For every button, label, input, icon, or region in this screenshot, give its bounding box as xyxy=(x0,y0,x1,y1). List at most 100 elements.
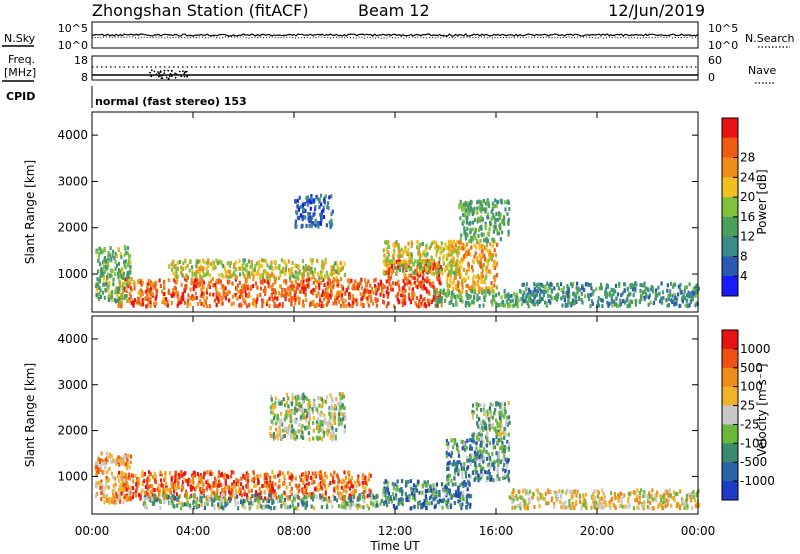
range-gate-cell xyxy=(511,500,514,505)
range-gate-cell xyxy=(232,470,235,475)
range-gate-cell xyxy=(219,279,223,284)
range-gate-cell xyxy=(429,262,432,267)
range-gate-cell xyxy=(301,203,304,208)
range-gate-cell xyxy=(330,272,334,277)
range-gate-cell xyxy=(339,289,343,294)
range-gate-cell xyxy=(172,264,176,269)
range-gate-cell xyxy=(576,281,579,286)
range-gate-cell xyxy=(503,454,506,458)
range-gate-cell xyxy=(455,442,459,447)
range-gate-cell xyxy=(671,300,674,304)
range-gate-cell xyxy=(190,487,193,492)
range-gate-cell xyxy=(629,303,632,308)
range-gate-cell xyxy=(448,488,451,493)
range-gate-cell xyxy=(497,452,500,457)
range-gate-cell xyxy=(121,461,124,466)
range-gate-cell xyxy=(292,428,295,433)
range-gate-cell xyxy=(449,503,452,508)
range-gate-cell xyxy=(433,262,436,267)
range-gate-cell xyxy=(145,505,149,510)
range-gate-cell xyxy=(101,290,104,295)
range-gate-cell xyxy=(456,240,459,245)
range-gate-cell xyxy=(275,304,278,309)
range-gate-cell xyxy=(487,469,491,474)
range-gate-cell xyxy=(181,503,184,507)
range-gate-cell xyxy=(679,489,682,494)
range-gate-cell xyxy=(671,496,674,501)
range-gate-cell xyxy=(377,282,380,287)
range-gate-cell xyxy=(381,289,384,294)
range-gate-cell xyxy=(201,279,204,284)
range-gate-cell xyxy=(274,482,277,487)
range-gate-cell xyxy=(404,263,407,268)
range-gate-cell xyxy=(487,258,490,263)
range-gate-cell xyxy=(157,483,160,488)
range-gate-cell xyxy=(440,299,443,304)
range-gate-cell xyxy=(632,506,635,511)
range-gate-cell xyxy=(384,499,388,504)
range-gate-cell xyxy=(228,489,231,494)
range-gate-cell xyxy=(427,488,430,493)
range-gate-cell xyxy=(116,286,119,291)
range-gate-cell xyxy=(445,245,449,250)
range-gate-cell xyxy=(476,293,479,298)
range-gate-cell xyxy=(329,415,332,420)
range-gate-cell xyxy=(126,462,129,467)
range-gate-cell xyxy=(330,269,333,274)
range-gate-cell xyxy=(267,278,270,283)
range-gate-cell xyxy=(374,504,377,508)
range-gate-cell xyxy=(324,497,327,501)
noise-right-tick-bottom: 10^0 xyxy=(708,39,738,52)
range-gate-cell xyxy=(457,468,460,473)
range-gate-cell xyxy=(195,284,198,289)
range-gate-cell xyxy=(166,300,169,305)
nave-dip-point xyxy=(159,74,162,77)
range-gate-cell xyxy=(680,289,683,294)
range-gate-cell xyxy=(439,246,443,251)
range-gate-cell xyxy=(101,470,104,475)
range-gate-cell xyxy=(383,481,386,485)
range-gate-cell xyxy=(616,292,620,297)
range-gate-cell xyxy=(661,506,665,511)
range-gate-cell xyxy=(466,284,469,288)
range-gate-cell xyxy=(575,293,578,298)
range-gate-cell xyxy=(163,297,166,302)
colorbar-tick-label: 24 xyxy=(740,170,755,184)
range-gate-cell xyxy=(308,223,311,228)
range-gate-cell xyxy=(266,299,269,304)
range-gate-cell xyxy=(603,497,606,502)
range-gate-cell xyxy=(484,238,487,243)
range-gate-cell xyxy=(300,280,303,285)
range-gate-cell xyxy=(190,277,193,282)
range-gate-cell xyxy=(503,475,506,480)
range-gate-cell xyxy=(206,502,209,507)
range-gate-cell xyxy=(106,455,109,460)
range-gate-cell xyxy=(562,294,565,299)
range-gate-cell xyxy=(477,473,480,478)
range-gate-cell xyxy=(359,493,362,498)
range-gate-cell xyxy=(176,260,179,265)
range-gate-cell xyxy=(180,265,183,270)
range-gate-cell xyxy=(133,283,136,288)
range-gate-cell xyxy=(120,255,123,260)
range-gate-cell xyxy=(199,299,202,304)
range-gate-cell xyxy=(640,488,643,493)
range-gate-cell xyxy=(189,302,192,307)
range-gate-cell xyxy=(691,290,694,295)
range-gate-cell xyxy=(461,221,464,226)
range-gate-cell xyxy=(222,493,225,498)
range-gate-cell xyxy=(271,481,274,486)
range-gate-cell xyxy=(124,277,127,282)
range-gate-cell xyxy=(476,206,479,211)
range-gate-cell xyxy=(458,205,461,210)
range-gate-cell xyxy=(336,473,339,478)
range-gate-cell xyxy=(106,266,109,271)
range-gate-cell xyxy=(574,502,578,507)
range-gate-cell xyxy=(467,211,470,216)
range-gate-cell xyxy=(689,494,692,499)
range-gate-cell xyxy=(332,494,335,499)
range-gate-cell xyxy=(343,505,346,510)
range-gate-cell xyxy=(318,303,321,307)
range-gate-cell xyxy=(306,283,309,288)
range-gate-cell xyxy=(641,290,644,295)
